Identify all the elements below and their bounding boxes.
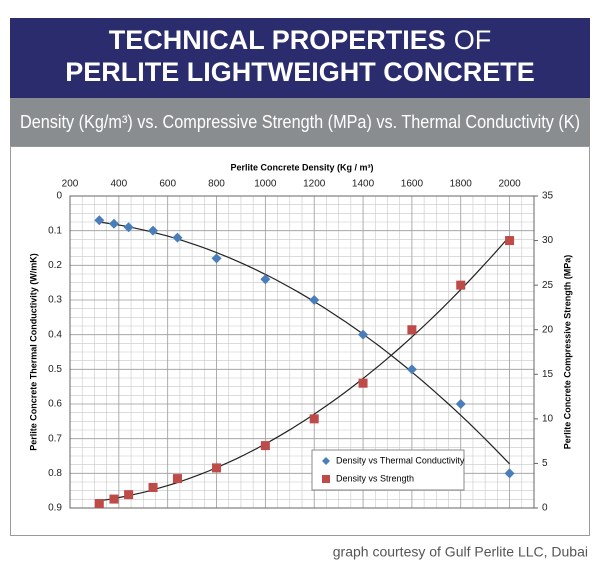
chart-frame — [10, 146, 590, 536]
credit: graph courtesy of Gulf Perlite LLC, Duba… — [333, 544, 588, 560]
point — [407, 325, 417, 335]
point — [109, 494, 119, 504]
subtitle: Density (Kg/m³) vs. Compressive Strength… — [20, 112, 580, 132]
x-tick-label: 1800 — [450, 179, 473, 190]
trendline — [99, 221, 511, 465]
x-tick-label: 1400 — [352, 179, 375, 190]
x-axis-title: Perlite Concrete Density (Kg / m³) — [230, 162, 373, 172]
legend-marker — [322, 475, 330, 483]
y2-tick-label: 20 — [542, 324, 554, 335]
point — [211, 253, 222, 264]
point — [309, 295, 320, 305]
point — [212, 463, 222, 473]
point — [455, 399, 466, 409]
title-line2: PERLITE LIGHTWEIGHT CONCRETE — [65, 57, 535, 87]
title-main: TECHNICAL PROPERTIES — [109, 25, 446, 55]
y-tick-label: 0.3 — [48, 295, 62, 306]
y-tick-label: 0 — [56, 191, 62, 202]
point — [124, 490, 134, 500]
x-tick-label: 200 — [62, 179, 79, 190]
y-tick-label: 0.4 — [48, 329, 62, 340]
point — [148, 225, 159, 236]
point — [94, 499, 104, 509]
x-tick-label: 400 — [110, 179, 127, 190]
y-tick-label: 0.9 — [48, 503, 62, 514]
x-tick-label: 2000 — [498, 179, 521, 190]
y2-tick-label: 25 — [542, 280, 554, 291]
header-band — [10, 18, 590, 98]
x-tick-label: 800 — [208, 179, 225, 190]
x-tick-label: 600 — [159, 179, 176, 190]
point — [94, 215, 105, 226]
point — [309, 414, 319, 424]
x-tick-label: 1000 — [254, 179, 277, 190]
y-tick-label: 0.2 — [48, 260, 62, 271]
y-tick-label: 0.1 — [48, 225, 62, 236]
point — [148, 482, 158, 492]
point — [260, 441, 270, 451]
point — [123, 222, 134, 233]
point — [505, 236, 515, 246]
y-tick-label: 0.7 — [48, 433, 62, 444]
title-line1: TECHNICAL PROPERTIES OF — [109, 25, 492, 55]
y-tick-label: 0.5 — [48, 364, 62, 375]
y-tick-label: 0.6 — [48, 399, 62, 410]
y2-tick-label: 15 — [542, 369, 554, 380]
point — [108, 218, 119, 229]
plot-border — [69, 195, 535, 509]
legend-marker — [322, 457, 330, 465]
subtitle-band — [10, 98, 590, 146]
point — [358, 329, 369, 340]
trendline — [99, 235, 511, 502]
point — [172, 232, 183, 243]
y2-axis-title: Perlite Concrete Compressive Strength (M… — [562, 255, 572, 450]
plot: 200 400 600 800 1000 1200 1400 1600 1800 200000.1… — [28, 162, 572, 513]
y2-tick-label: 35 — [542, 191, 554, 202]
y2-tick-label: 30 — [542, 235, 554, 246]
legend-label: Density vs Strength — [336, 473, 414, 483]
point — [172, 474, 182, 484]
x-tick-label: 1600 — [401, 179, 424, 190]
legend-box — [311, 449, 465, 491]
x-tick-label: 1200 — [303, 179, 326, 190]
legend-label: Density vs Thermal Conductivity — [336, 455, 465, 465]
y2-tick-label: 10 — [542, 413, 554, 424]
y-axis-title: Perlite Concrete Thermal Conductivity (W… — [28, 253, 38, 451]
point — [456, 280, 466, 290]
point — [406, 364, 417, 375]
y2-tick-label: 5 — [542, 458, 548, 469]
title-of: OF — [454, 25, 492, 55]
point — [504, 468, 515, 479]
y2-tick-label: 0 — [542, 503, 548, 514]
y-tick-label: 0.8 — [48, 468, 62, 479]
point — [358, 378, 368, 388]
point — [260, 274, 271, 285]
